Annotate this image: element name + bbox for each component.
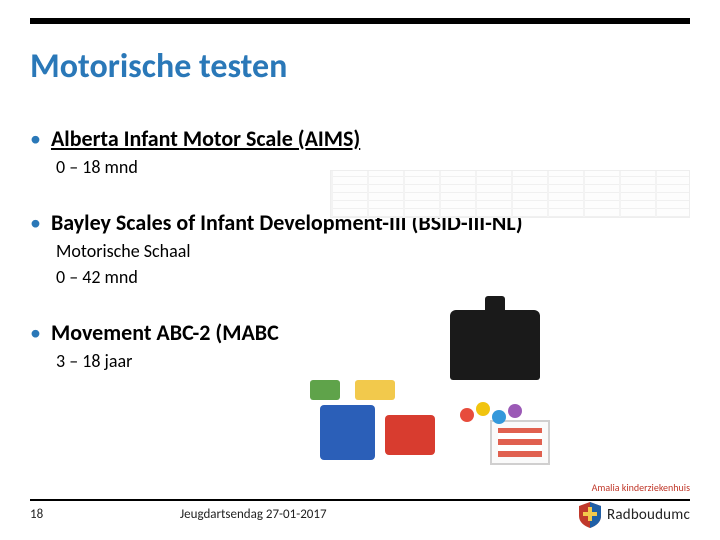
radboudumc-logo: Radboudumc bbox=[579, 502, 690, 528]
bullet-icon: • bbox=[30, 209, 41, 237]
aims-chart-image bbox=[330, 170, 690, 218]
footer-rule bbox=[30, 499, 690, 501]
amalia-label: Amalia kinderziekenhuis bbox=[592, 481, 690, 494]
mabc-kit-image bbox=[310, 310, 550, 470]
list-item: • Bayley Scales of Infant Development-II… bbox=[30, 209, 690, 289]
page-number: 18 bbox=[30, 507, 70, 522]
item-subtext: Motorische Schaal bbox=[56, 239, 690, 263]
bullet-icon: • bbox=[30, 125, 41, 153]
logo-text: Radboudumc bbox=[607, 506, 690, 524]
item-subtext: 0 – 42 mnd bbox=[56, 265, 690, 289]
item-heading: Alberta Infant Motor Scale (AIMS) bbox=[51, 125, 360, 153]
slide: Motorische testen • Alberta Infant Motor… bbox=[0, 0, 720, 540]
top-rule bbox=[30, 18, 690, 24]
shield-icon bbox=[579, 502, 601, 528]
item-heading: Movement ABC-2 (MABC bbox=[51, 319, 279, 347]
slide-title: Motorische testen bbox=[30, 46, 690, 87]
footer-text: Jeugdartsendag 27-01-2017 bbox=[180, 507, 327, 522]
bullet-icon: • bbox=[30, 319, 41, 347]
